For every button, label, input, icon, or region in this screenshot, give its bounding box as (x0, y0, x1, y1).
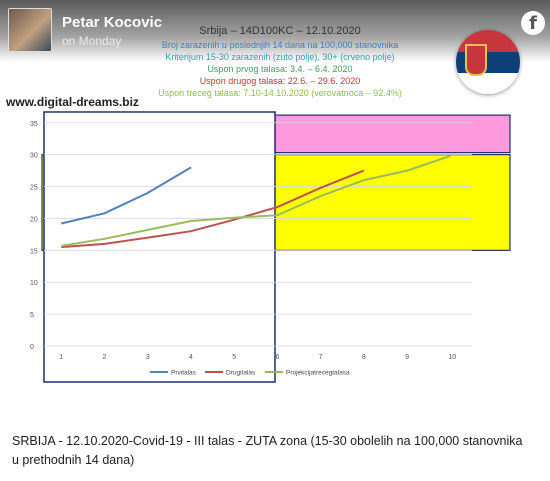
chart-overlay-panel (43, 111, 276, 383)
author-name[interactable]: Petar Kocovic (62, 14, 163, 31)
x-tick-label: 1 (59, 354, 63, 361)
chart: 0 5 10 15 20 25 30 35 1 2 3 4 5 6 7 8 9 10 Prvitalas Drugit… (30, 111, 511, 383)
x-tick-label: 7 (319, 354, 323, 361)
post-caption: SRBIJA - 12.10.2020-Covid-19 - III talas… (12, 434, 523, 467)
chart-note-4: Uspon drugog talasa: 22.6. – 29.6. 2020 (199, 76, 361, 86)
x-tick-label: 2 (103, 354, 107, 361)
series-line-Projekcijatrecegtalasa (61, 154, 451, 247)
x-tick-label: 3 (146, 354, 150, 361)
series-line-Drugitalas (61, 169, 365, 249)
author-avatar[interactable] (8, 8, 52, 52)
post-image[interactable]: 0 5 10 15 20 25 30 35 1 2 3 4 5 6 7 8 9 10 Prvitalas Drugit… (0, 0, 550, 410)
x-tick-label: 10 (448, 354, 456, 361)
chart-note-2: Kriterijum 15-30 zarazenih (zuto polje),… (165, 52, 395, 62)
series-line-Prvitalas (61, 166, 192, 225)
y-tick-label: 30 (30, 153, 38, 160)
legend-label: Projekcijatrecegtalasa (286, 370, 350, 377)
legend-label: Prvitalas (171, 370, 197, 377)
zone-pink (274, 114, 511, 154)
watermark-text: www.digital-dreams.biz (6, 95, 139, 109)
post-timestamp[interactable]: on Monday (62, 34, 122, 48)
chart-note-1: Broj zarazenih u poslednjih 14 dana na 1… (161, 40, 399, 50)
x-tick-label: 4 (189, 354, 193, 361)
y-tick-label: 10 (30, 280, 38, 287)
x-tick-label: 6 (275, 354, 279, 361)
serbia-flag-icon (456, 30, 520, 94)
chart-note-3: Uspon prvog talasa: 3.4. – 6.4. 2020 (207, 64, 353, 74)
x-tick-label: 8 (362, 354, 366, 361)
y-tick-label: 15 (30, 248, 38, 255)
y-tick-label: 0 (30, 344, 34, 351)
facebook-icon[interactable]: f (521, 11, 545, 35)
x-tick-label: 9 (405, 354, 409, 361)
y-tick-label: 25 (30, 185, 38, 192)
y-tick-label: 20 (30, 216, 38, 223)
x-tick-label: 5 (232, 354, 236, 361)
coat-of-arms-icon (465, 44, 487, 76)
y-tick-label: 5 (30, 312, 34, 319)
legend-label: Drugitalas (226, 370, 256, 377)
chart-title: Srbija – 14D100KC – 12.10.2020 (199, 25, 361, 37)
y-tick-label: 35 (30, 121, 38, 128)
chart-header-text: Srbija – 14D100KC – 12.10.2020 Broj zara… (140, 24, 420, 99)
chart-note-5: Uspon treceg talasa: 7.10-14.10.2020 (ve… (158, 88, 402, 98)
